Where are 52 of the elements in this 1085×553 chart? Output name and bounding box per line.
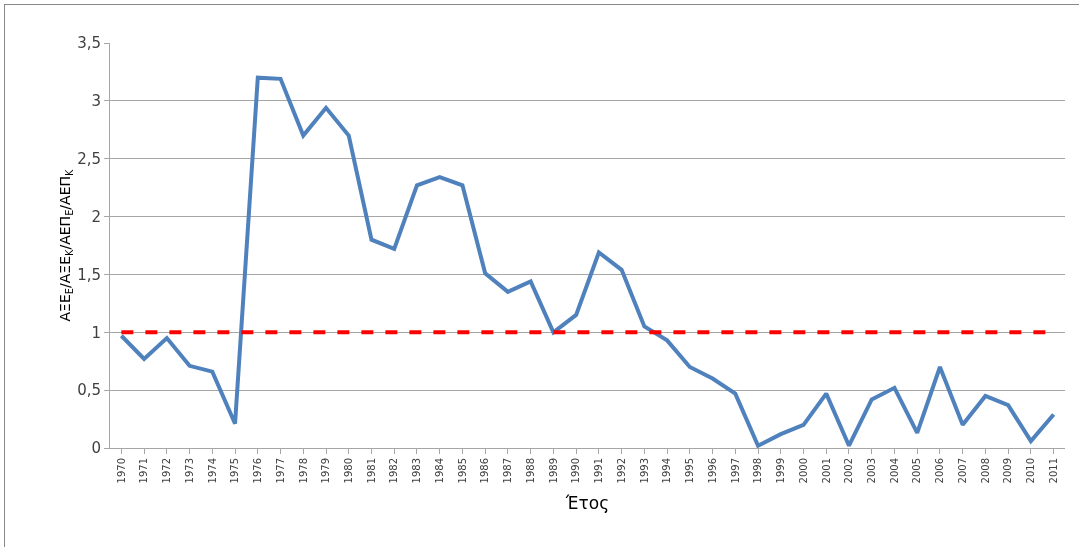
y-tick-label: 0,5 bbox=[77, 381, 101, 400]
x-tick-label: 1994 bbox=[661, 458, 673, 484]
x-tick-label: 1999 bbox=[775, 458, 787, 484]
y-tick-label: 0 bbox=[91, 439, 101, 458]
x-tick-label: 1996 bbox=[706, 458, 718, 484]
x-tick-label: 1988 bbox=[524, 458, 536, 484]
line-series bbox=[119, 75, 1056, 448]
x-tick-label: 1978 bbox=[297, 458, 309, 484]
x-tick-label: 2001 bbox=[820, 458, 832, 484]
x-tick-label: 1977 bbox=[274, 458, 286, 484]
x-tick-label: 1980 bbox=[343, 458, 354, 484]
x-tick-label: 1972 bbox=[161, 458, 173, 484]
x-tick-label: 2008 bbox=[979, 458, 991, 484]
x-tick-label: 1997 bbox=[729, 458, 741, 484]
x-tick-label: 1987 bbox=[502, 458, 514, 484]
y-tick-label: 2 bbox=[91, 207, 101, 226]
x-tick-label: 1975 bbox=[229, 458, 241, 484]
x-tick-label: 1974 bbox=[206, 458, 218, 484]
x-tick-label: 1979 bbox=[320, 458, 332, 484]
y-tick-label: 1,5 bbox=[77, 265, 101, 284]
x-tick-label: 1984 bbox=[433, 458, 445, 484]
x-tick-label: 1986 bbox=[479, 458, 491, 484]
x-tick-label: 1993 bbox=[638, 458, 650, 484]
x-tick-label: 1995 bbox=[684, 458, 696, 484]
x-tick-label: 2011 bbox=[1047, 458, 1059, 484]
x-tick-label: 2004 bbox=[888, 458, 900, 484]
x-tick-label: 1991 bbox=[593, 458, 605, 484]
y-tick-label: 2,5 bbox=[77, 149, 101, 168]
x-tick-label: 1982 bbox=[388, 458, 400, 484]
x-tick-label: 1990 bbox=[570, 458, 582, 484]
y-tick-label: 3,5 bbox=[77, 34, 101, 53]
x-tick-label: 1983 bbox=[411, 458, 423, 484]
x-tick-label: 2005 bbox=[911, 458, 923, 484]
x-tick-label: 2009 bbox=[1002, 458, 1014, 484]
x-tick-label: 1970 bbox=[115, 458, 127, 484]
x-tick-label: 1976 bbox=[252, 458, 264, 484]
x-axis-title: Έτος bbox=[564, 493, 610, 513]
x-tick-label: 2010 bbox=[1025, 458, 1037, 484]
x-tick-label: 2002 bbox=[843, 458, 855, 484]
y-tick-label: 3 bbox=[91, 92, 101, 111]
x-tick-label: 1989 bbox=[547, 458, 559, 484]
x-tick-label: 1981 bbox=[365, 458, 377, 484]
x-tick-label: 1992 bbox=[615, 458, 627, 484]
x-tick-label: 2000 bbox=[797, 458, 809, 484]
x-tick-label: 1998 bbox=[752, 458, 764, 484]
x-tick-label: 2006 bbox=[934, 458, 946, 484]
x-tick-label: 2007 bbox=[956, 458, 968, 484]
x-tick-label: 1971 bbox=[138, 458, 150, 484]
x-tick-label: 1973 bbox=[183, 458, 195, 484]
x-tick-label: 1985 bbox=[456, 458, 468, 484]
y-tick-label: 1 bbox=[91, 323, 101, 342]
x-tick-label: 2003 bbox=[865, 458, 877, 484]
